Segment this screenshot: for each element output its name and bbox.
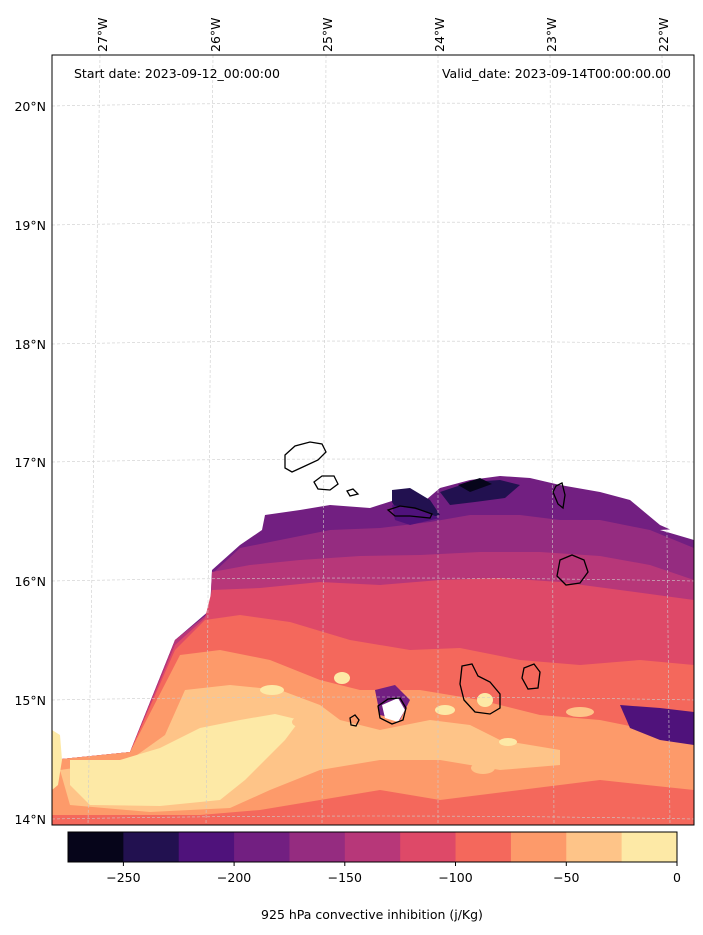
meridian-27w: [87, 55, 101, 825]
parallel-20n: [52, 102, 694, 107]
parallel-17n: [52, 458, 694, 463]
contour-patch: [477, 693, 493, 707]
lat-label-18n: 18°N: [14, 337, 46, 352]
contour-patch: [292, 717, 308, 727]
lon-label-22w: 22°W: [656, 17, 671, 52]
island-santo-antao: [284, 441, 327, 473]
gridlines: [52, 55, 694, 825]
lat-label-17n: 17°N: [14, 455, 46, 470]
data-gap: [382, 698, 405, 722]
lat-label-15n: 15°N: [14, 693, 46, 708]
meridian-23w: [549, 55, 555, 825]
colorbar-swatch: [621, 832, 678, 862]
colorbar-tick-label: −200: [217, 870, 251, 885]
parallel-16n: [52, 577, 694, 582]
contour-blob-dark: [440, 480, 520, 505]
lat-label-14n: 14°N: [14, 812, 46, 827]
contour-band-zero: [70, 714, 300, 806]
colorbar-swatch: [289, 832, 346, 862]
colorbar-swatch: [510, 832, 567, 862]
colorbar-swatch: [123, 832, 180, 862]
meridian-22w: [661, 55, 671, 825]
lat-label-20n: 20°N: [14, 99, 46, 114]
colorbar-swatch: [400, 832, 457, 862]
data-gap: [660, 528, 694, 540]
coastlines: [284, 441, 589, 727]
contour-patch: [334, 672, 350, 684]
island-fogo: [377, 697, 407, 725]
colorbar: −250 −200 −150 −100 −50 0 925 hPa convec…: [67, 831, 681, 922]
colorbar-frame: [67, 831, 678, 863]
colorbar-tick-label: −50: [553, 870, 579, 885]
colorbar-label: 925 hPa convective inhibition (j/Kg): [261, 907, 483, 922]
parallel-19n: [52, 221, 694, 226]
lat-label-19n: 19°N: [14, 218, 46, 233]
colorbar-tick-label: 0: [673, 870, 681, 885]
island-sal: [552, 482, 566, 510]
colorbar-swatch: [566, 832, 623, 862]
contour-blob-dark: [458, 478, 492, 492]
colorbar-swatches: [68, 832, 678, 862]
island-santiago: [459, 663, 501, 715]
colorbar-ticks: −250 −200 −150 −100 −50 0: [106, 862, 681, 885]
lon-label-23w: 23°W: [544, 17, 559, 52]
colorbar-swatch: [344, 832, 401, 862]
island-sao-vicente: [313, 475, 339, 491]
start-date-label: Start date: 2023-09-12_00:00:00: [74, 66, 280, 81]
meridian-26w: [205, 55, 214, 825]
parallel-18n: [52, 340, 694, 345]
island-brava: [349, 714, 360, 727]
island-maio: [521, 663, 541, 690]
lon-label-25w: 25°W: [320, 17, 335, 52]
valid-date-label: Valid_date: 2023-09-14T00:00:00.00: [442, 66, 671, 81]
contour-patch: [566, 707, 594, 717]
island-sao-nicolau: [386, 505, 433, 519]
contour-patch: [260, 685, 284, 695]
lon-label-27w: 27°W: [95, 17, 110, 52]
parallel-15n: [52, 696, 694, 701]
colorbar-swatch: [234, 832, 290, 862]
contour-blob-dark: [392, 505, 440, 525]
parallel-14n: [52, 815, 694, 820]
colorbar-swatch: [178, 832, 235, 862]
contour-patch: [499, 738, 517, 746]
colorbar-tick-label: −250: [106, 870, 140, 885]
lat-label-16n: 16°N: [14, 574, 46, 589]
colorbar-tick-label: −100: [438, 870, 472, 885]
map-frame: [51, 54, 695, 826]
colorbar-swatch: [455, 832, 512, 862]
island-boa-vista: [556, 554, 589, 586]
longitude-labels: 27°W 26°W 25°W 24°W 23°W 22°W: [95, 17, 671, 52]
latitude-labels: 20°N 19°N 18°N 17°N 16°N 15°N 14°N: [14, 99, 46, 827]
contour-blob-dark: [620, 705, 694, 745]
contour-patch: [435, 705, 455, 715]
cin-contours: [52, 476, 694, 825]
colorbar-swatch: [68, 832, 124, 862]
lon-label-24w: 24°W: [432, 17, 447, 52]
island-santa-luzia: [346, 488, 360, 497]
colorbar-tick-label: −150: [328, 870, 362, 885]
meridian-25w: [321, 55, 327, 825]
contour-band-zero-west: [52, 730, 62, 790]
lon-label-26w: 26°W: [208, 17, 223, 52]
contour-patch: [471, 762, 495, 774]
